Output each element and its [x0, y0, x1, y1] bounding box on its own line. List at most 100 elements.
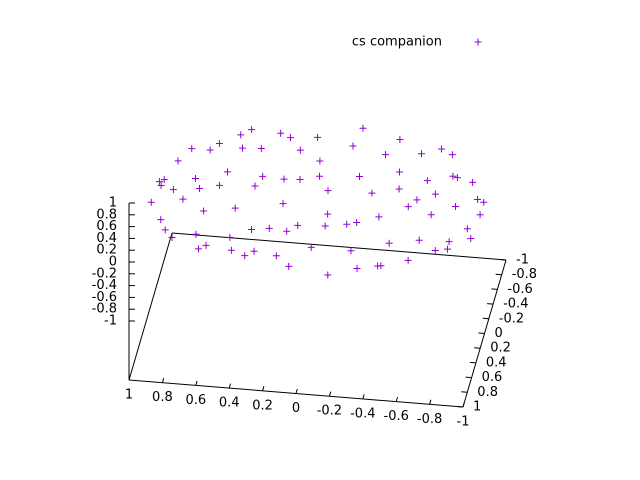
z-tick-label: 1	[109, 196, 117, 211]
point	[168, 234, 176, 242]
z-tick-label: -0.8	[92, 302, 117, 317]
y-tick-label: 0.8	[477, 385, 498, 400]
point	[160, 176, 168, 184]
y-tick	[499, 259, 507, 261]
y-tick	[491, 288, 498, 290]
z-tick-label: 0.2	[96, 243, 117, 258]
y-tick-label: 0.2	[490, 341, 511, 356]
legend-label: cs companion	[352, 35, 442, 50]
z-tick-label: -0.4	[92, 278, 117, 293]
point	[476, 211, 484, 219]
y-tick	[495, 273, 502, 276]
point	[324, 271, 332, 279]
x-tick-label: -0.4	[350, 406, 375, 421]
point	[265, 224, 273, 232]
point	[449, 172, 457, 180]
point	[448, 151, 456, 159]
point	[296, 176, 304, 184]
point	[200, 207, 208, 215]
point	[259, 172, 267, 180]
y-tick	[482, 317, 489, 320]
point	[452, 202, 460, 210]
y-tick-label: 0.6	[482, 370, 503, 385]
x-tick	[128, 375, 131, 381]
y-tick-label: -0.2	[499, 311, 524, 326]
x-tick-label: 0.2	[252, 398, 273, 413]
z-tick-label: -1	[104, 314, 117, 329]
point	[157, 216, 165, 224]
point	[469, 178, 477, 186]
point	[314, 133, 322, 141]
point	[169, 186, 177, 194]
z-tick-label: 0.4	[96, 231, 117, 246]
x-tick-label: 0	[292, 401, 300, 416]
z-tick-label: 0	[109, 255, 117, 270]
point	[215, 181, 223, 189]
point	[347, 247, 355, 255]
point	[238, 144, 246, 152]
point	[375, 213, 383, 221]
point	[418, 150, 426, 158]
y-tick-label: 1	[473, 400, 481, 415]
point	[294, 221, 302, 229]
point	[215, 139, 223, 147]
y-tick	[478, 332, 485, 334]
point	[272, 252, 280, 260]
point	[316, 157, 324, 165]
point	[157, 181, 165, 189]
point	[277, 129, 285, 137]
x-tick-label: -0.8	[417, 412, 442, 427]
z-tick-label: 0.8	[96, 207, 117, 222]
point	[445, 238, 453, 246]
point	[202, 241, 210, 249]
point	[285, 262, 293, 270]
point	[248, 225, 256, 233]
point	[191, 174, 199, 182]
point	[188, 145, 196, 153]
point	[353, 218, 361, 226]
point	[374, 262, 382, 270]
point	[194, 245, 202, 253]
x-tick	[362, 394, 365, 400]
y-tick-label: -0.6	[507, 282, 532, 297]
point	[224, 168, 232, 176]
point	[431, 246, 439, 254]
point	[395, 185, 403, 193]
x-tick-label: 0.8	[152, 390, 173, 405]
point	[343, 220, 351, 228]
point	[438, 145, 446, 153]
point	[356, 172, 363, 180]
x-tick-label: -0.2	[317, 404, 342, 419]
z-tick-label: -0.2	[92, 266, 117, 281]
point	[427, 211, 435, 219]
point	[279, 200, 287, 208]
x-tick-label: 0.4	[219, 396, 240, 411]
point	[196, 185, 204, 193]
point	[382, 151, 390, 159]
point	[359, 124, 367, 132]
point	[174, 157, 182, 165]
z-tick-label: -0.6	[92, 290, 117, 305]
point	[287, 134, 295, 142]
point	[257, 145, 265, 153]
y-tick	[487, 303, 494, 305]
point	[283, 227, 291, 235]
point	[353, 264, 361, 272]
point	[474, 195, 482, 203]
point	[251, 182, 259, 190]
x-tick	[295, 388, 298, 394]
x-tick	[395, 396, 398, 402]
point	[321, 222, 329, 230]
point	[349, 142, 357, 150]
point	[413, 196, 421, 204]
point	[423, 177, 431, 185]
point	[237, 131, 245, 139]
y-tick-label: -0.8	[512, 267, 537, 282]
x-tick	[195, 380, 198, 386]
x-tick-label: 1	[125, 388, 133, 403]
y-tick	[465, 376, 472, 379]
point	[227, 246, 235, 254]
y-tick	[474, 347, 481, 349]
legend-marker	[474, 38, 482, 46]
